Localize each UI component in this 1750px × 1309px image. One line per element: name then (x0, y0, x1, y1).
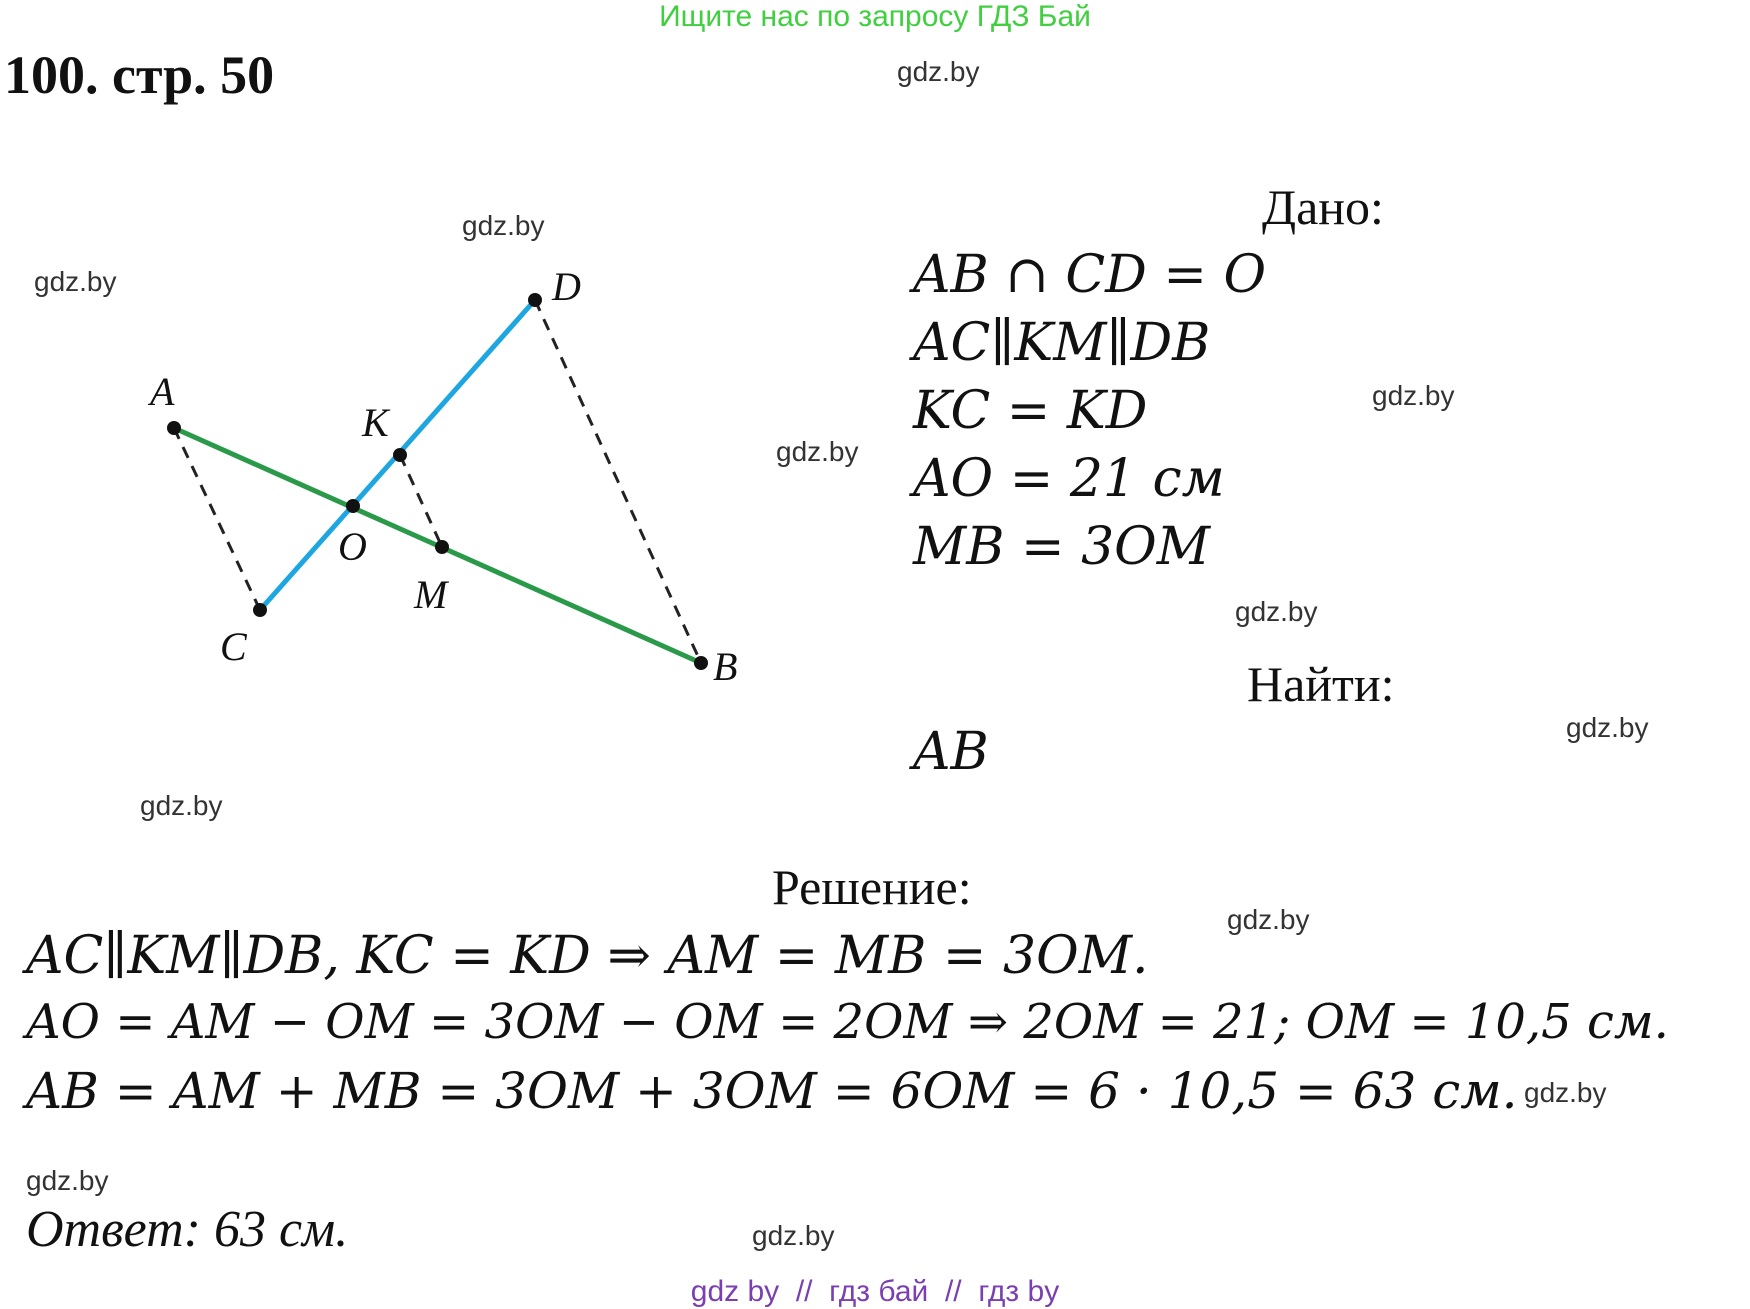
answer: Ответ: 63 см. (26, 1201, 349, 1258)
label-a: A (147, 369, 175, 414)
watermark: gdz.by (34, 266, 117, 297)
given-line: MB = 3OM (913, 517, 1211, 577)
solution-header: Решение: (772, 859, 972, 915)
point-d (528, 293, 542, 307)
segment-db (533, 299, 703, 664)
given-line: AC∥KM∥DB (913, 313, 1211, 373)
label-c: C (220, 624, 248, 669)
label-o: O (338, 524, 367, 569)
watermark: gdz.by (897, 56, 980, 87)
point-b (694, 656, 708, 670)
watermark: gdz.by (1372, 380, 1455, 411)
solution-line: AO = AM − OM = 3OM − OM = 2OM ⇒ 2OM = 21… (26, 994, 1669, 1050)
watermark: gdz.by (1235, 596, 1318, 627)
point-a (167, 421, 181, 435)
label-m: M (413, 572, 450, 617)
find-header: Найти: (1247, 656, 1395, 712)
segment-ac (172, 427, 262, 611)
point-o (346, 499, 360, 513)
watermark: gdz.by (26, 1165, 109, 1196)
point-m (435, 540, 449, 554)
watermark: gdz.by (1524, 1077, 1607, 1108)
geometry-figure: A B C D K M O (147, 264, 737, 689)
given-line: KC = KD (913, 381, 1148, 441)
given-line: AO = 21 см (913, 449, 1225, 509)
label-k: K (361, 400, 391, 445)
point-c (253, 603, 267, 617)
footer-links: gdz by // гдз бай // гдз by (690, 1275, 1060, 1308)
segment-km (398, 454, 444, 548)
watermark: gdz.by (1566, 712, 1649, 743)
point-k (393, 448, 407, 462)
given-line: AB ∩ CD = O (913, 245, 1267, 305)
given-header: Дано: (1262, 179, 1384, 235)
task-title: 100. стр. 50 (4, 45, 275, 105)
watermark: gdz.by (752, 1220, 835, 1251)
watermark: gdz.by (1227, 904, 1310, 935)
label-d: D (551, 264, 581, 309)
solution-line: AC∥KM∥DB, KC = KD ⇒ AM = MB = 3OM. (26, 926, 1149, 986)
watermark: gdz.by (140, 790, 223, 821)
watermark: gdz.by (462, 210, 545, 241)
watermark: gdz.by (776, 436, 859, 467)
find-value: AB (913, 722, 989, 782)
top-banner: Ищите нас по запросу ГДЗ Бай (659, 0, 1091, 33)
label-b: B (713, 644, 737, 689)
solution-line: AB = AM + MB = 3OM + 3OM = 6OM = 6 · 10,… (26, 1062, 1518, 1120)
